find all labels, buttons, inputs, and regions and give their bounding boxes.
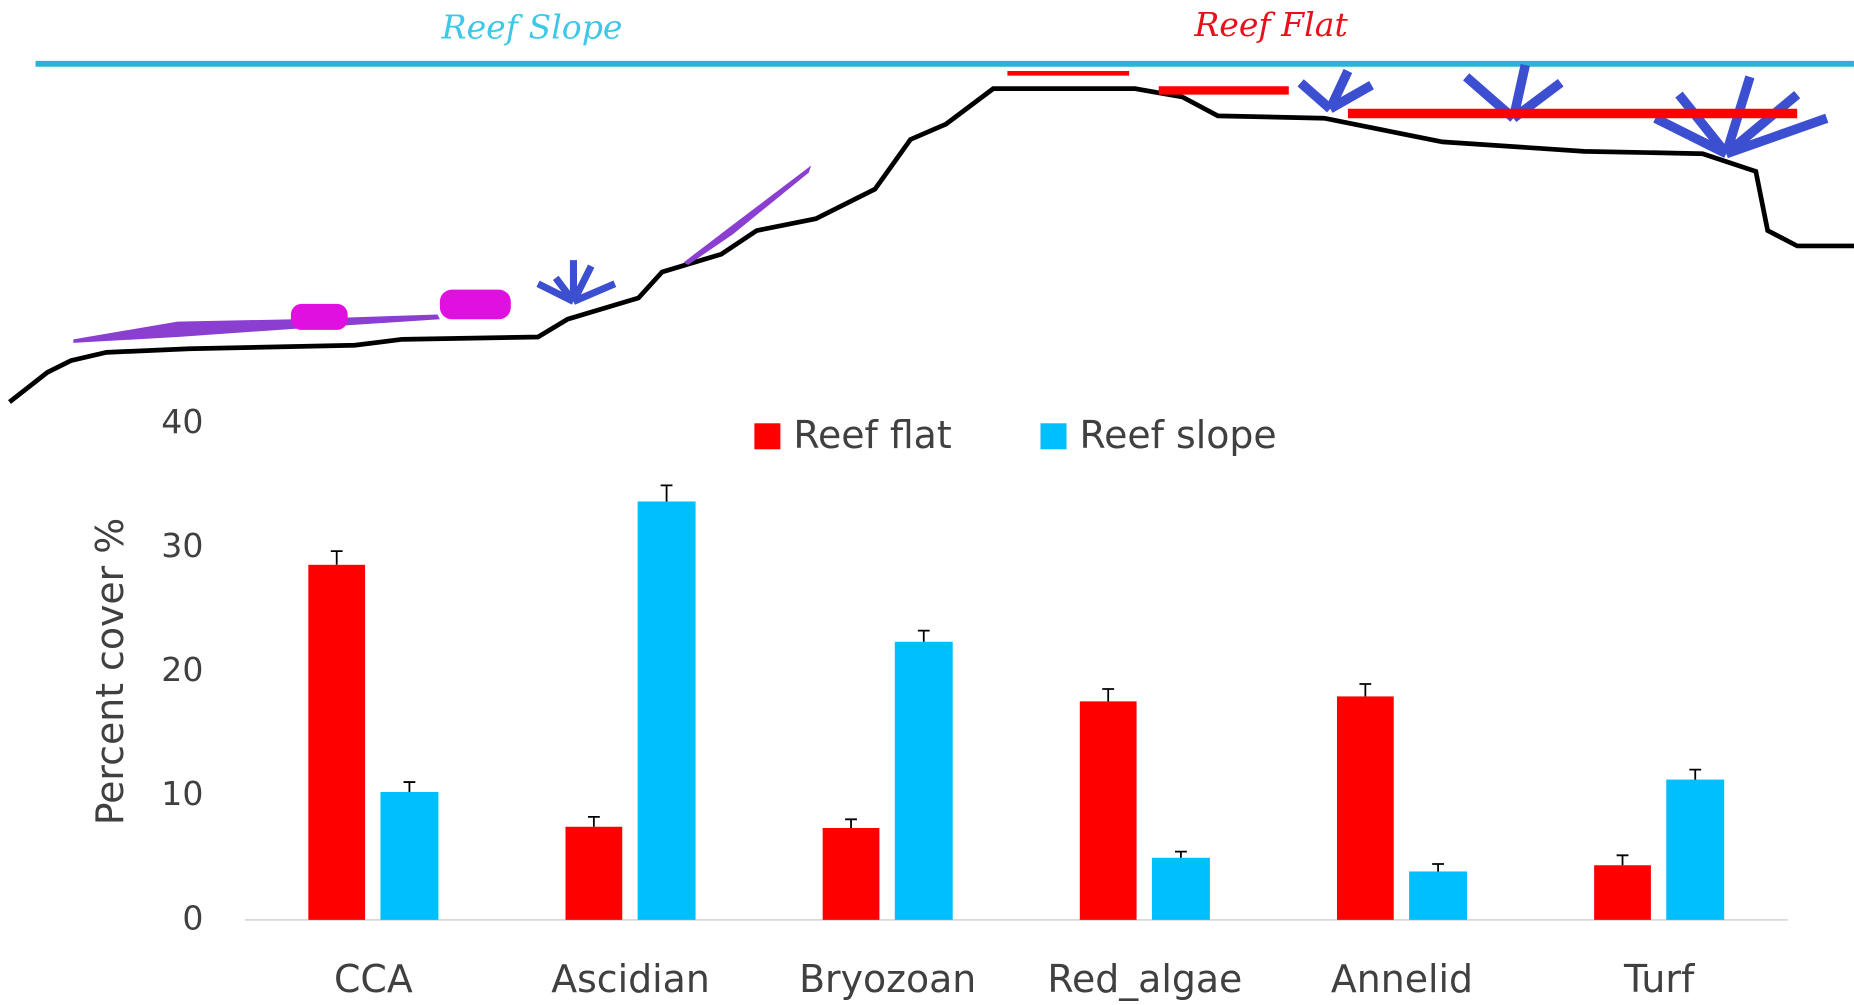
red-algae [1007,70,1798,119]
algae [683,165,812,265]
error-bar [1689,768,1702,780]
bar [1079,701,1137,920]
bar [1151,857,1210,920]
error-bar [403,781,416,792]
bar [565,826,623,920]
reef-illustration: Reef Slope Reef Flat [8,5,1854,404]
error-bar [660,484,673,502]
sponge [290,303,348,330]
bar [1409,871,1468,920]
bar [1336,696,1394,920]
x-tick-label: Annelid [1331,957,1473,1001]
y-tick-label: 20 [161,650,203,689]
bar [822,828,880,920]
y-tick-label: 0 [182,898,203,937]
error-bar [330,550,343,565]
legend-label: Reef slope [1080,413,1277,457]
error-bar [1102,688,1115,702]
y-tick-label: 10 [161,774,203,813]
bar [308,564,366,920]
error-bar [1359,683,1372,697]
sponge [439,289,511,320]
error-bar [587,815,600,827]
coral [536,260,617,305]
bar [894,641,953,920]
y-tick-label: 40 [161,402,203,441]
x-tick-label: CCA [334,957,413,1001]
y-tick-label: 30 [161,526,203,565]
y-axis-label: Percent cover % [88,518,132,825]
error-bar [1432,863,1444,872]
x-tick-label: Red_algae [1047,957,1242,1001]
reef-profile [8,86,1854,404]
legend-swatch [1040,423,1067,450]
error-bar [1174,850,1187,858]
bar [637,501,696,920]
zone-label: Reef Flat [1193,5,1348,44]
algae [73,314,440,343]
error-bar [1616,854,1629,866]
error-bar [917,629,930,642]
bar [380,791,439,920]
zone-label: Reef Slope [441,8,623,47]
x-tick-label: Turf [1623,957,1696,1001]
legend-label: Reef flat [793,413,951,457]
error-bar [845,818,857,829]
legend-swatch [754,423,781,450]
x-tick-label: Ascidian [551,957,710,1001]
bar [1594,865,1651,920]
x-tick-label: Bryozoan [799,957,976,1001]
bar [1666,779,1725,920]
